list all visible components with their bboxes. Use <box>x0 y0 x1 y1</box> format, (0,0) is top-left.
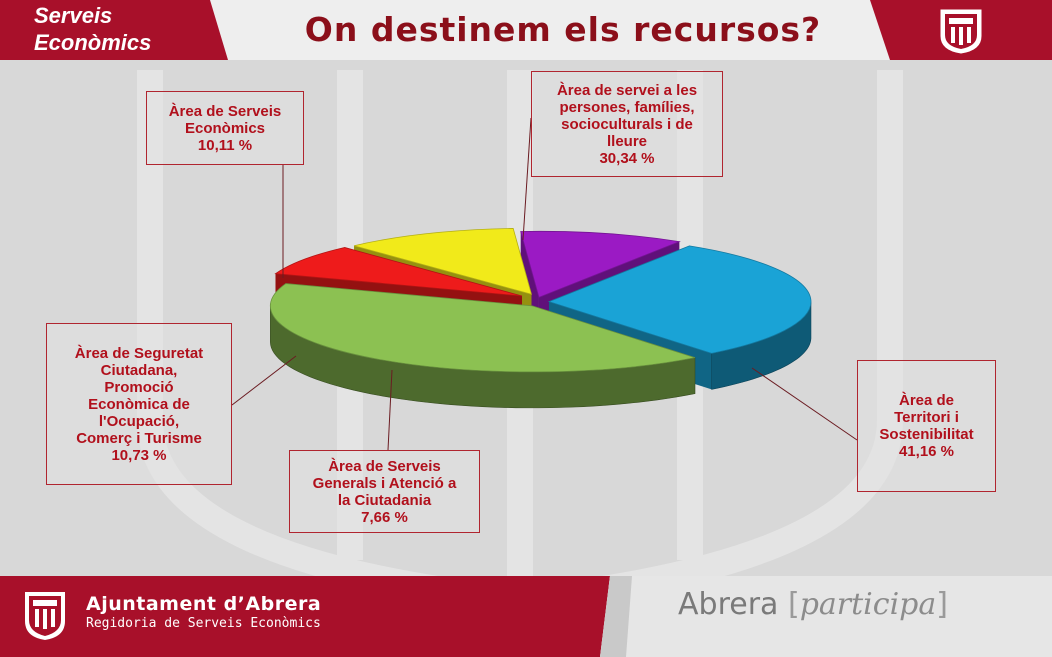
leader-generals <box>387 369 393 451</box>
callout-line: Econòmics <box>184 119 266 137</box>
footer-banner <box>0 576 610 657</box>
callout-line: Àrea de <box>898 392 955 409</box>
corner-banner <box>0 0 228 60</box>
callout-line: 10,11 % <box>197 136 253 154</box>
slice-top <box>547 245 812 354</box>
abrera-participa-logo: Abrera [participa] <box>678 587 948 622</box>
callout-line: Àrea de Serveis <box>168 102 282 120</box>
section-title: Serveis Econòmics <box>34 2 151 56</box>
callout-line: 30,34 % <box>599 149 655 167</box>
slice-top <box>520 230 681 298</box>
callout-line: persones, famílies, <box>559 98 695 116</box>
footer-subtitle: Regidoria de Serveis Econòmics <box>86 616 321 631</box>
callout-line: Promoció <box>104 378 174 396</box>
callout-line: Sostenibilitat <box>879 426 974 443</box>
participa-bracket-close: ] <box>936 587 948 622</box>
participa-bracket-open: [ <box>787 587 800 622</box>
pie-slice <box>269 283 696 409</box>
callout-line: Ciutadana, <box>100 361 178 379</box>
coat-of-arms-logo <box>940 9 982 54</box>
callout-line: Territori i <box>894 409 959 426</box>
leader-persones <box>522 117 532 241</box>
callout-line: Àrea de Seguretat <box>74 344 204 362</box>
section-title-line2: Econòmics <box>34 30 152 55</box>
callout-line: Àrea de servei a les <box>556 81 698 99</box>
callout-line: lleure <box>606 132 648 150</box>
callout-line: Generals i Atenció a <box>312 474 457 492</box>
participa-prefix: Abrera <box>678 587 779 622</box>
participa-word: participa <box>799 587 937 622</box>
callout-line: l'Ocupació, <box>98 412 180 430</box>
callout-generals: Àrea de Serveis Generals i Atenció a la Ci… <box>289 450 480 533</box>
slice-top <box>274 247 523 297</box>
callout-line: 41,16 % <box>898 443 955 460</box>
slice-top <box>353 228 533 295</box>
callout-seguretat: Àrea de Seguretat Ciutadana, Promoció Econò… <box>46 323 232 485</box>
callout-line: Comerç i Turisme <box>76 429 202 447</box>
section-title-line1: Serveis <box>34 3 113 28</box>
callout-line: 7,66 % <box>361 508 408 526</box>
footer-logo <box>25 592 65 640</box>
leader-seguretat <box>231 355 297 406</box>
callout-line: Àrea de Serveis <box>328 457 441 475</box>
callout-territori: Àrea de Territori i Sostenibilitat 41,16 % <box>857 360 996 492</box>
footer-brand: Ajuntament d’Abrera <box>86 593 322 615</box>
callout-persones: Àrea de servei a les persones, famílies, s… <box>531 71 723 177</box>
callout-line: Econòmica de <box>88 395 190 413</box>
callout-serveis-economics: Àrea de Serveis Econòmics 10,11 % <box>146 91 304 165</box>
callout-line: la Ciutadania <box>337 491 432 509</box>
page-title: On destinem els recursos? <box>304 10 822 49</box>
leader-territori <box>751 367 858 441</box>
callout-line: 10,73 % <box>111 446 167 464</box>
slice-top <box>269 283 696 373</box>
callout-line: socioculturals i de <box>561 115 693 133</box>
